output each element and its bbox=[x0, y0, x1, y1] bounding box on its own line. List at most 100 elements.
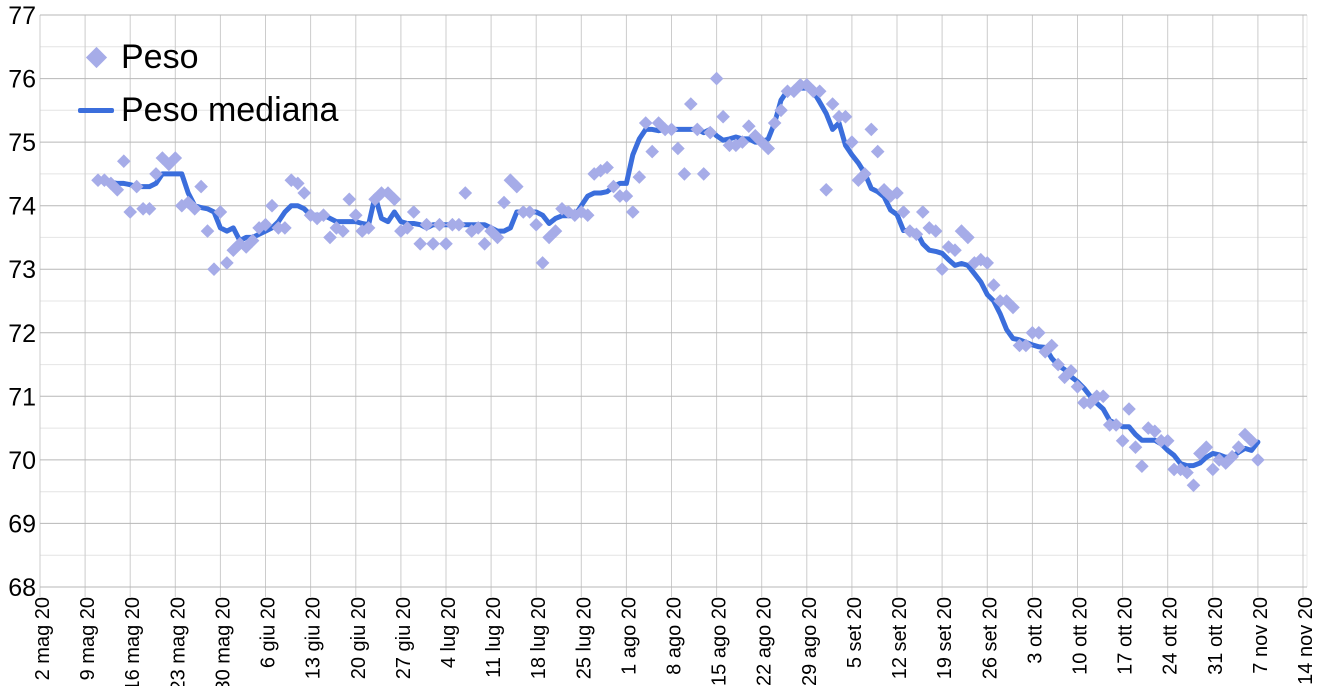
data-point bbox=[638, 116, 653, 130]
data-point bbox=[194, 179, 208, 194]
x-tick-label: 16 mag 20 bbox=[122, 597, 144, 686]
data-point bbox=[297, 186, 311, 200]
data-point bbox=[1244, 434, 1259, 448]
x-tick-label: 4 lug 20 bbox=[438, 597, 460, 668]
data-point bbox=[619, 189, 634, 203]
data-point bbox=[632, 170, 647, 184]
data-point bbox=[909, 227, 924, 242]
data-point bbox=[606, 179, 621, 194]
x-tick-label: 13 giu 20 bbox=[303, 597, 325, 679]
data-point bbox=[671, 141, 685, 156]
x-tick-label: 15 ago 20 bbox=[709, 597, 731, 686]
data-point bbox=[348, 208, 363, 222]
data-point bbox=[291, 176, 305, 191]
data-point bbox=[129, 179, 144, 194]
data-point bbox=[812, 84, 827, 99]
data-point bbox=[1006, 300, 1020, 315]
data-point bbox=[890, 186, 904, 200]
data-point bbox=[1225, 449, 1239, 464]
data-point bbox=[497, 195, 511, 210]
data-point bbox=[342, 192, 357, 207]
data-point bbox=[1199, 440, 1214, 454]
x-tick-label: 6 giu 20 bbox=[258, 597, 280, 668]
data-point bbox=[961, 230, 975, 245]
legend-item-peso[interactable]: Peso bbox=[78, 34, 338, 80]
data-point bbox=[471, 221, 485, 235]
data-point bbox=[187, 202, 202, 216]
data-point bbox=[883, 189, 898, 203]
data-point bbox=[858, 167, 872, 181]
data-point bbox=[1051, 357, 1065, 372]
data-point bbox=[1064, 364, 1078, 378]
data-point bbox=[406, 205, 421, 219]
x-tick-label: 14 nov 20 bbox=[1295, 597, 1317, 685]
data-point bbox=[838, 109, 853, 124]
data-point bbox=[1019, 338, 1033, 353]
data-point bbox=[162, 157, 176, 172]
x-tick-label: 1 ago 20 bbox=[618, 597, 640, 675]
y-tick-label: 68 bbox=[8, 574, 36, 602]
x-tick-label: 20 giu 20 bbox=[348, 597, 370, 679]
y-tick-label: 69 bbox=[8, 510, 36, 538]
data-point bbox=[1109, 418, 1123, 432]
data-point bbox=[954, 224, 969, 238]
data-point bbox=[709, 71, 724, 86]
x-tick-label: 24 ott 20 bbox=[1160, 597, 1182, 675]
data-point bbox=[1231, 440, 1246, 454]
data-point bbox=[400, 221, 415, 235]
data-point bbox=[226, 243, 241, 257]
data-point bbox=[1212, 453, 1226, 467]
major-gridlines bbox=[40, 14, 1307, 588]
data-point bbox=[104, 176, 118, 191]
x-tick-label: 3 ott 20 bbox=[1024, 597, 1046, 664]
data-point bbox=[535, 256, 550, 270]
data-point bbox=[690, 122, 705, 137]
data-point bbox=[355, 224, 369, 238]
data-point bbox=[548, 224, 563, 238]
data-point bbox=[819, 183, 833, 197]
x-axis-labels: 2 mag 20 9 mag 20 16 mag 20 23 mag 20 30 mag… bbox=[32, 597, 1317, 686]
data-point bbox=[774, 103, 788, 118]
x-tick-label: 11 lug 20 bbox=[483, 597, 505, 678]
data-point bbox=[986, 278, 1001, 292]
legend-item-peso-mediana[interactable]: Peso mediana bbox=[78, 87, 338, 133]
data-point bbox=[361, 221, 376, 235]
data-point bbox=[684, 97, 698, 111]
data-point bbox=[600, 160, 614, 175]
data-point bbox=[1186, 478, 1201, 493]
data-point bbox=[825, 97, 840, 111]
y-tick-label: 72 bbox=[8, 320, 36, 348]
data-point bbox=[336, 224, 350, 238]
data-point bbox=[735, 135, 750, 149]
data-point bbox=[284, 173, 299, 187]
data-point bbox=[432, 217, 447, 232]
data-point bbox=[316, 208, 331, 222]
data-point bbox=[1180, 465, 1194, 480]
data-point bbox=[1096, 389, 1110, 404]
data-point bbox=[935, 262, 949, 276]
data-point bbox=[110, 183, 125, 197]
x-tick-label: 22 ago 20 bbox=[754, 597, 776, 686]
x-tick-label: 26 set 20 bbox=[979, 597, 1001, 679]
x-tick-label: 10 ott 20 bbox=[1070, 597, 1092, 675]
data-point bbox=[1122, 402, 1136, 416]
x-tick-label: 17 ott 20 bbox=[1115, 597, 1137, 675]
data-point bbox=[490, 230, 505, 245]
data-point bbox=[1032, 326, 1046, 340]
data-point bbox=[323, 230, 337, 245]
data-point bbox=[1160, 434, 1175, 448]
x-tick-label: 8 ago 20 bbox=[664, 597, 686, 675]
x-tick-label: 25 lug 20 bbox=[573, 597, 595, 679]
data-point bbox=[529, 217, 543, 232]
vertical-gridlines bbox=[39, 15, 1308, 597]
x-tick-label: 2 mag 20 bbox=[32, 597, 54, 680]
data-point bbox=[419, 217, 434, 232]
data-point bbox=[265, 198, 279, 213]
data-point bbox=[413, 237, 427, 251]
data-point bbox=[555, 202, 569, 216]
x-tick-label: 19 set 20 bbox=[934, 597, 956, 679]
data-point bbox=[439, 237, 453, 251]
data-point bbox=[767, 116, 782, 130]
line-marker-icon bbox=[78, 107, 114, 113]
